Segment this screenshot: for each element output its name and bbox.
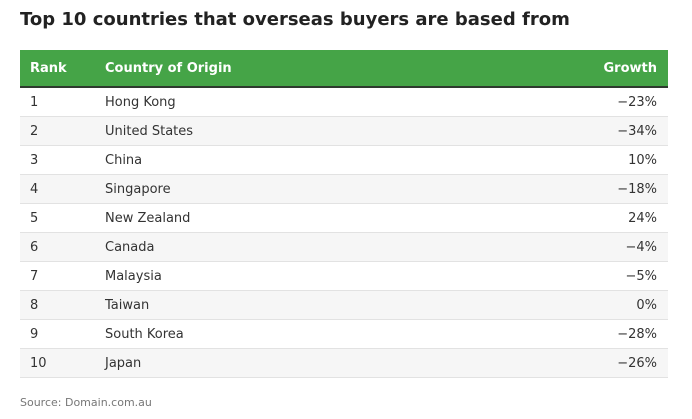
table-cell: −18%	[478, 174, 668, 204]
table-row: 6 Canada −4%	[20, 232, 668, 262]
table-cell: 24%	[478, 203, 668, 233]
table-head: Rank Country of Origin Growth	[20, 50, 668, 88]
table-cell: 4	[20, 174, 105, 204]
table-cell: China	[105, 145, 479, 175]
table-cell: 9	[20, 319, 105, 349]
table-cell: New Zealand	[105, 203, 479, 233]
table-cell: South Korea	[105, 319, 479, 349]
table-cell: −4%	[478, 232, 668, 262]
table-cell: −34%	[478, 116, 668, 146]
table-cell: −26%	[478, 348, 668, 378]
table-cell: 8	[20, 290, 105, 320]
table-cell: 0%	[478, 290, 668, 320]
table-cell: 10%	[478, 145, 668, 175]
table-row: 1 Hong Kong −23%	[20, 87, 668, 117]
table-cell: Canada	[105, 232, 479, 262]
table-cell: Hong Kong	[105, 87, 479, 117]
column-header: Growth	[478, 50, 668, 88]
table-cell: 6	[20, 232, 105, 262]
table-body: 1 Hong Kong −23% 2 United States −34% 3 China 10…	[20, 87, 668, 378]
table-row: 4 Singapore −18%	[20, 174, 668, 204]
table-cell: 5	[20, 203, 105, 233]
table-cell: −23%	[478, 87, 668, 117]
table-row: 2 United States −34%	[20, 116, 668, 146]
table-cell: Singapore	[105, 174, 479, 204]
header-row: Rank Country of Origin Growth	[20, 50, 668, 88]
table-row: 7 Malaysia −5%	[20, 261, 668, 291]
table-cell: Japan	[105, 348, 479, 378]
table-cell: 10	[20, 348, 105, 378]
table-row: 9 South Korea −28%	[20, 319, 668, 349]
table-cell: −5%	[478, 261, 668, 291]
table-cell: 2	[20, 116, 105, 146]
table-cell: United States	[105, 116, 479, 146]
title: Top 10 countries that overseas buyers ar…	[20, 9, 570, 30]
table: Rank Country of Origin Growth 1 Hong Kong −2…	[20, 50, 668, 378]
table-cell: 7	[20, 261, 105, 291]
column-header: Country of Origin	[105, 50, 479, 88]
table-cell: Malaysia	[105, 261, 479, 291]
table-row: 10 Japan −26%	[20, 348, 668, 378]
table-row: 8 Taiwan 0%	[20, 290, 668, 320]
table-row: 3 China 10%	[20, 145, 668, 175]
column-header: Rank	[20, 50, 105, 88]
table-cell: Taiwan	[105, 290, 479, 320]
source: Source: Domain.com.au	[20, 396, 152, 409]
table-cell: 1	[20, 87, 105, 117]
table-cell: 3	[20, 145, 105, 175]
table-row: 5 New Zealand 24%	[20, 203, 668, 233]
table-cell: −28%	[478, 319, 668, 349]
